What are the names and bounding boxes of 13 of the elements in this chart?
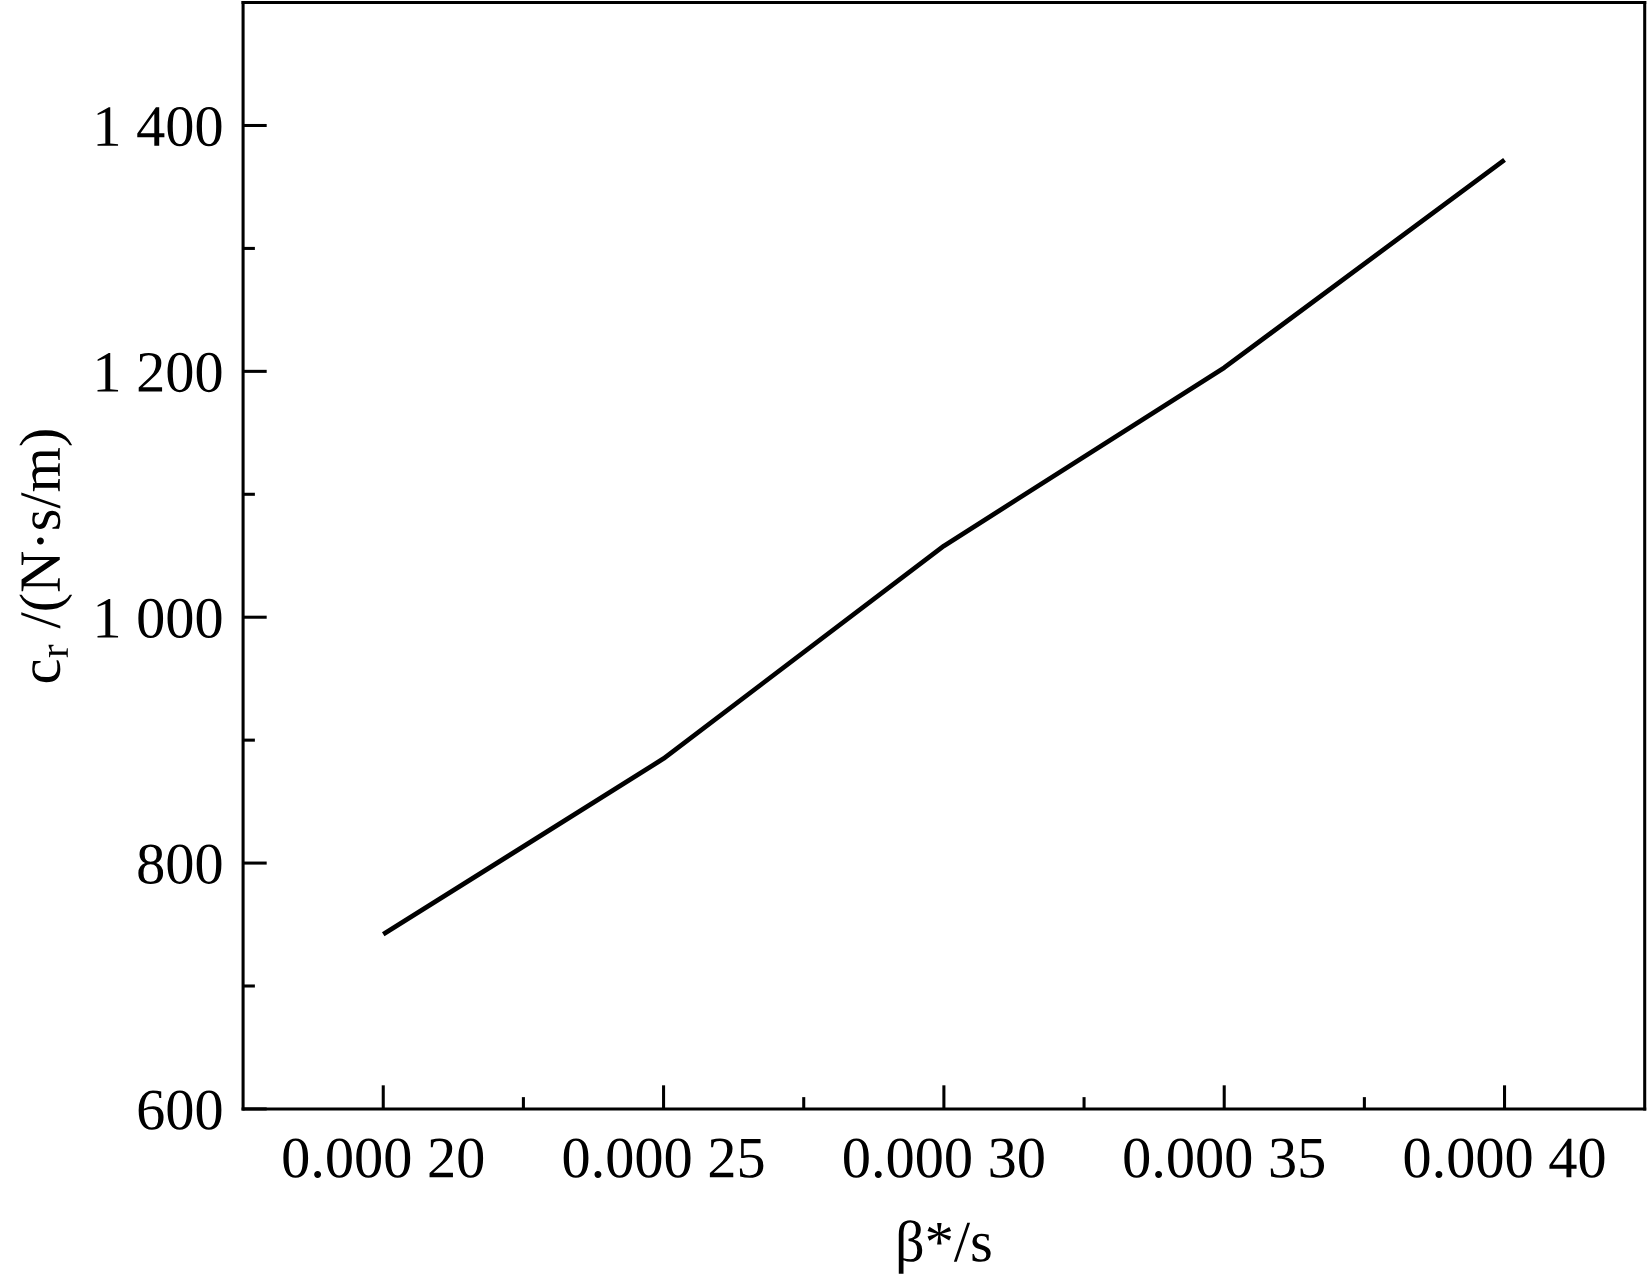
x-tick-label: 0.000 35 — [1124, 1138, 1325, 1179]
x-axis-title: β*/s — [898, 1220, 991, 1274]
y-tick-label: 600 — [138, 1090, 222, 1130]
y-tick-label: 1 400 — [97, 106, 222, 147]
y-tick-label: 800 — [138, 844, 222, 884]
x-tick-label: 0.000 20 — [283, 1138, 484, 1179]
y-axis-title: c$_{r}$ /(N·s/m) — [19, 430, 73, 683]
line-series — [380, 157, 1507, 937]
x-tick-label: 0.000 25 — [563, 1138, 764, 1179]
x-tick-label: 0.000 30 — [844, 1138, 1044, 1179]
y-tick-label: 1 200 — [97, 352, 222, 393]
x-tick-label: 0.000 40 — [1404, 1138, 1605, 1179]
y-tick-label: 1 000 — [97, 598, 222, 639]
